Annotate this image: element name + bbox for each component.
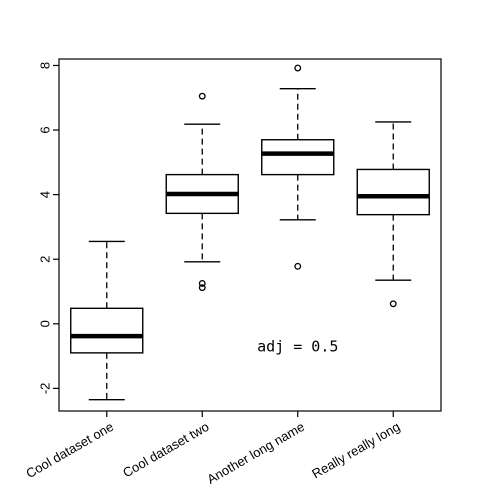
outlier-point	[294, 64, 302, 72]
outlier-point	[198, 284, 206, 292]
annotation-text: adj = 0.5	[257, 337, 338, 355]
box-group-1	[70, 240, 144, 401]
y-tick-label: 8	[37, 62, 52, 69]
y-tick-label: -2	[37, 383, 52, 395]
box-group-2	[165, 92, 239, 292]
outlier-point	[294, 262, 302, 270]
x-axis: Cool dataset one Cool dataset twoAnother …	[23, 411, 403, 487]
iqr-box	[261, 139, 335, 176]
outlier-point	[198, 279, 206, 287]
x-category-label: Really really long	[309, 419, 402, 481]
x-category-label: Another long name	[204, 419, 307, 487]
iqr-box	[356, 168, 430, 216]
plot-frame	[58, 58, 442, 412]
y-tick-label: 2	[37, 256, 52, 263]
box-group-3	[261, 64, 335, 270]
x-category-label: Cool dataset two	[120, 419, 211, 480]
iqr-box	[70, 307, 144, 354]
outlier-point	[389, 300, 397, 308]
y-tick-label: 4	[37, 191, 52, 198]
outlier-point	[198, 92, 206, 100]
box-group-4	[356, 121, 430, 308]
box-marks	[70, 64, 430, 401]
x-category-label: Cool dataset one	[23, 419, 116, 481]
y-axis: -2 0 2 4 6 8	[37, 62, 59, 394]
y-tick-label: 6	[37, 126, 52, 133]
y-tick-label: 0	[37, 320, 52, 327]
